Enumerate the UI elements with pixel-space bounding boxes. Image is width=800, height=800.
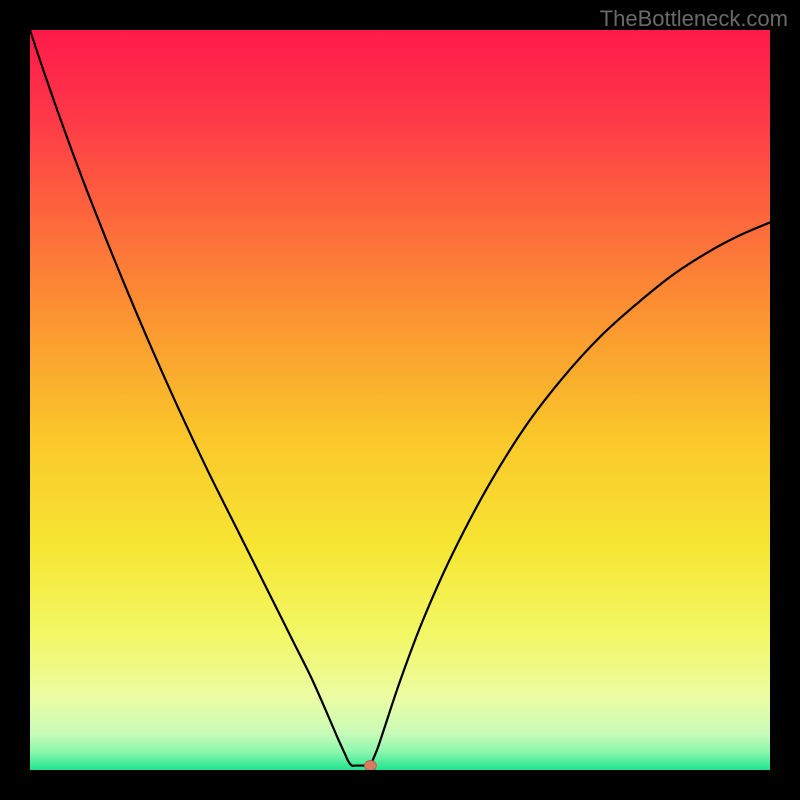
- plot-area: [30, 30, 770, 770]
- bottleneck-curve-chart: [30, 30, 770, 770]
- chart-background: [30, 30, 770, 770]
- watermark-text: TheBottleneck.com: [600, 6, 788, 32]
- chart-frame: TheBottleneck.com: [0, 0, 800, 800]
- optimal-point-marker: [364, 761, 376, 770]
